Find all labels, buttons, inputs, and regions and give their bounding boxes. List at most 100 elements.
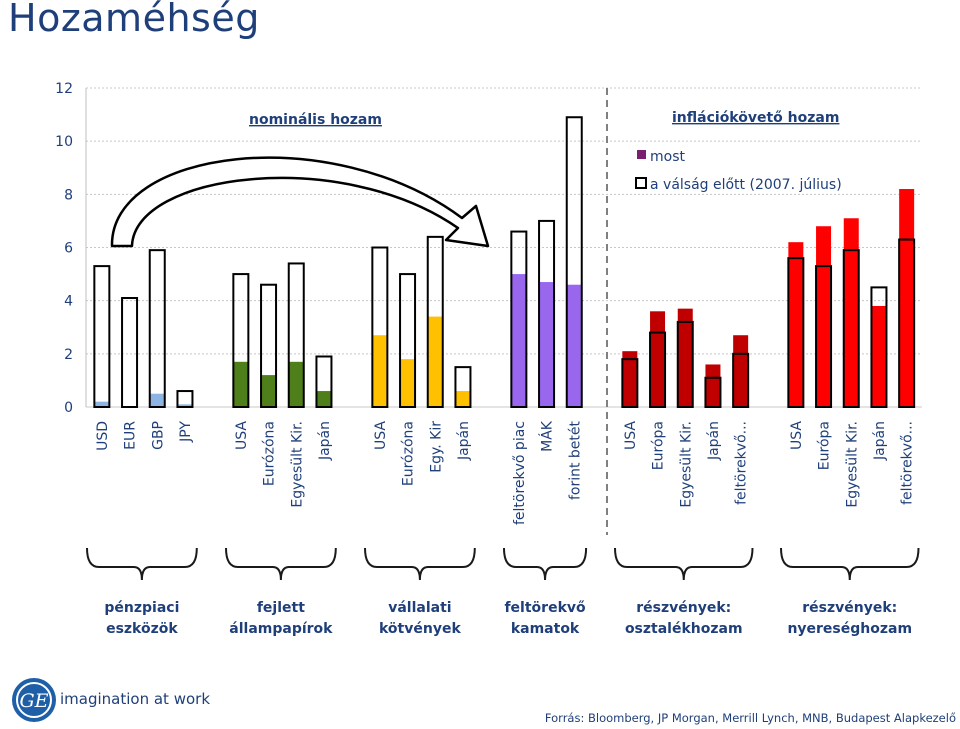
bar-before — [93, 265, 111, 408]
group-label: pénzpiaci eszközök — [104, 600, 180, 637]
bar-before — [649, 331, 667, 409]
group-brace — [614, 547, 754, 581]
bar-now — [816, 226, 832, 407]
category-label: Európa — [817, 421, 833, 470]
y-tick-label: 12 — [55, 81, 73, 97]
bar-now — [372, 335, 388, 407]
bar-before — [121, 297, 139, 408]
y-tick-label: 0 — [64, 400, 73, 416]
category-label: Egyesült Kir. — [289, 421, 305, 508]
group-brace — [780, 547, 920, 581]
bar-now — [261, 375, 277, 407]
nominal-yield-annotation: nominális hozam — [249, 112, 382, 128]
bar-now — [539, 282, 555, 407]
group-brace — [503, 547, 588, 581]
ge-logo: GE — [10, 676, 58, 728]
legend-swatch-now — [637, 150, 646, 159]
bar-now — [94, 401, 110, 407]
category-label: Egyesült Kir. — [844, 421, 860, 508]
category-label: Eurózóna — [262, 421, 278, 486]
category-label: forint betét — [567, 420, 583, 500]
y-tick-label: 6 — [64, 241, 73, 257]
bar-before — [399, 273, 417, 409]
bar-before — [815, 265, 833, 408]
bar-now — [566, 284, 582, 407]
group-label: fejlett állampapírok — [229, 600, 333, 637]
bar-before — [565, 116, 583, 408]
bar-before — [676, 320, 694, 408]
category-label: USA — [789, 421, 805, 450]
category-label: GBP — [150, 421, 166, 450]
bar-now — [871, 305, 887, 407]
page-title: Hozaméhség — [8, 0, 260, 40]
category-label: USA — [623, 421, 639, 450]
bar-before — [148, 249, 166, 408]
bar-before — [287, 262, 305, 409]
category-label: Japán — [872, 421, 888, 461]
bar-now — [705, 364, 721, 407]
bar-now — [843, 218, 859, 407]
group-label: feltörekvő kamatok — [504, 600, 586, 637]
tagline: imagination at work — [60, 690, 210, 708]
bar-now — [899, 189, 915, 407]
bar-before — [842, 249, 860, 408]
bar-before — [260, 283, 278, 409]
category-label: Egy. Kir — [428, 421, 444, 473]
bar-before — [621, 358, 639, 408]
category-label: Egyesült Kir. — [678, 421, 694, 508]
y-tick-label: 4 — [64, 294, 73, 310]
category-label: feltörekvő... — [734, 421, 750, 505]
category-label: Japán — [456, 421, 472, 461]
bar-before — [510, 230, 528, 408]
source-note: Forrás: Bloomberg, JP Morgan, Merrill Ly… — [544, 711, 956, 725]
bar-now — [677, 308, 693, 407]
bar-now — [288, 361, 304, 407]
group-label: részvények: nyereséghozam — [787, 600, 913, 637]
y-axis: 0 2 4 6 8 10 12 — [55, 81, 87, 416]
category-label: MÁK — [539, 420, 556, 452]
grid-lines — [86, 87, 922, 408]
ge-logo-text: GE — [19, 690, 48, 712]
y-tick-label: 8 — [64, 187, 73, 203]
bar-now — [650, 311, 666, 407]
bar-before — [898, 238, 916, 408]
category-label: USA — [234, 421, 250, 450]
category-label: Eurózóna — [401, 421, 417, 486]
category-label: JPY — [178, 421, 194, 443]
inflation-yield-annotation: inflációkövető hozam — [672, 110, 839, 126]
bars — [93, 116, 916, 409]
group-label: vállalati kötvények — [379, 600, 461, 637]
bar-before — [538, 219, 556, 408]
bar-now — [316, 391, 332, 407]
bar-now — [622, 351, 638, 407]
category-label: USD — [95, 421, 111, 451]
bar-before — [787, 257, 805, 408]
category-label: Japán — [317, 421, 333, 461]
bar-before — [870, 286, 888, 408]
group-brace — [364, 547, 476, 581]
curved-arrow — [110, 156, 490, 248]
bar-before — [315, 355, 333, 409]
category-label: feltörekvő... — [900, 421, 916, 505]
bar-now — [233, 361, 249, 407]
group-label: részvények: osztalékhozam — [624, 600, 743, 637]
bar-now — [177, 404, 193, 407]
bar-before — [704, 376, 722, 408]
bar-before — [232, 273, 250, 409]
bar-now — [400, 359, 416, 407]
legend-label-now: most — [650, 149, 685, 165]
category-label: Európa — [651, 421, 667, 470]
bar-before — [454, 366, 472, 408]
bar-now — [511, 274, 527, 407]
group-brace — [86, 547, 198, 581]
bar-before — [371, 246, 389, 408]
category-labels: USD EUR GBP JPY USA Eurózóna Egyesült Kir. Japá… — [95, 420, 916, 525]
bar-now — [149, 393, 165, 407]
bar-now — [733, 335, 749, 407]
category-label: Japán — [706, 421, 722, 461]
legend-swatch-before — [635, 177, 647, 189]
legend-label-before: a válság előtt (2007. július) — [650, 177, 842, 193]
y-tick-label: 2 — [64, 347, 73, 363]
category-label: EUR — [123, 421, 139, 450]
